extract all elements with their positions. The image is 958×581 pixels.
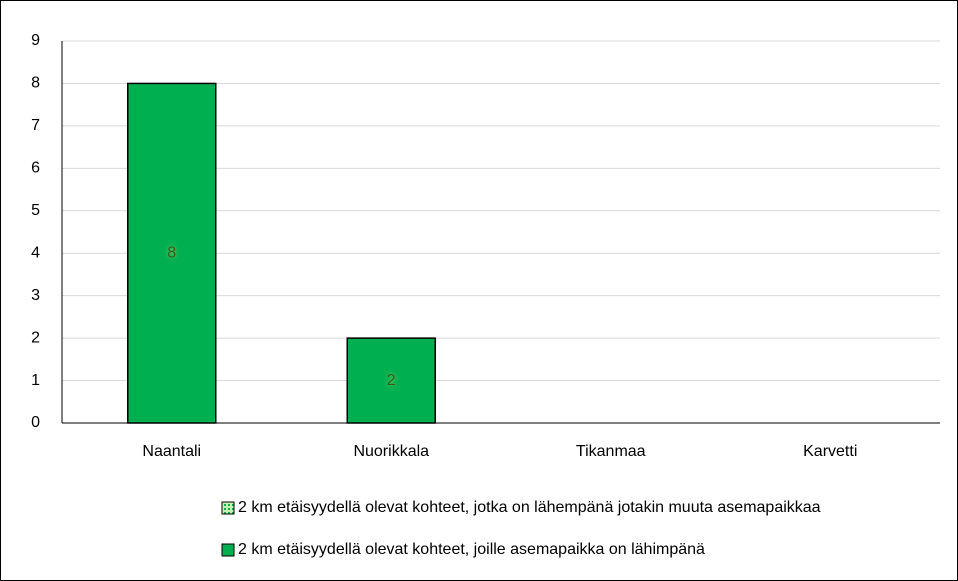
x-tick-label: Naantali [142, 443, 201, 460]
y-tick-label: 0 [31, 414, 40, 431]
y-tick-label: 7 [31, 117, 40, 134]
y-tick-label: 6 [31, 160, 40, 177]
x-tick-label: Tikanmaa [576, 443, 646, 460]
y-tick-label: 3 [31, 287, 40, 304]
legend-label: 2 km etäisyydellä olevat kohteet, jotka … [238, 499, 821, 516]
y-tick-label: 1 [31, 372, 40, 389]
data-label: 2 [387, 372, 396, 389]
y-tick-label: 9 [31, 32, 40, 49]
y-tick-label: 5 [31, 202, 40, 219]
y-tick-label: 4 [31, 244, 40, 261]
x-tick-label: Nuorikkala [353, 443, 429, 460]
data-label: 8 [167, 244, 176, 261]
y-tick-label: 8 [31, 75, 40, 92]
legend-swatch [221, 501, 235, 515]
x-tick-label: Karvetti [803, 443, 857, 460]
legend-label: 2 km etäisyydellä olevat kohteet, joille… [238, 541, 705, 558]
y-tick-label: 2 [31, 329, 40, 346]
legend-swatch [221, 543, 235, 557]
bar [127, 82, 217, 424]
